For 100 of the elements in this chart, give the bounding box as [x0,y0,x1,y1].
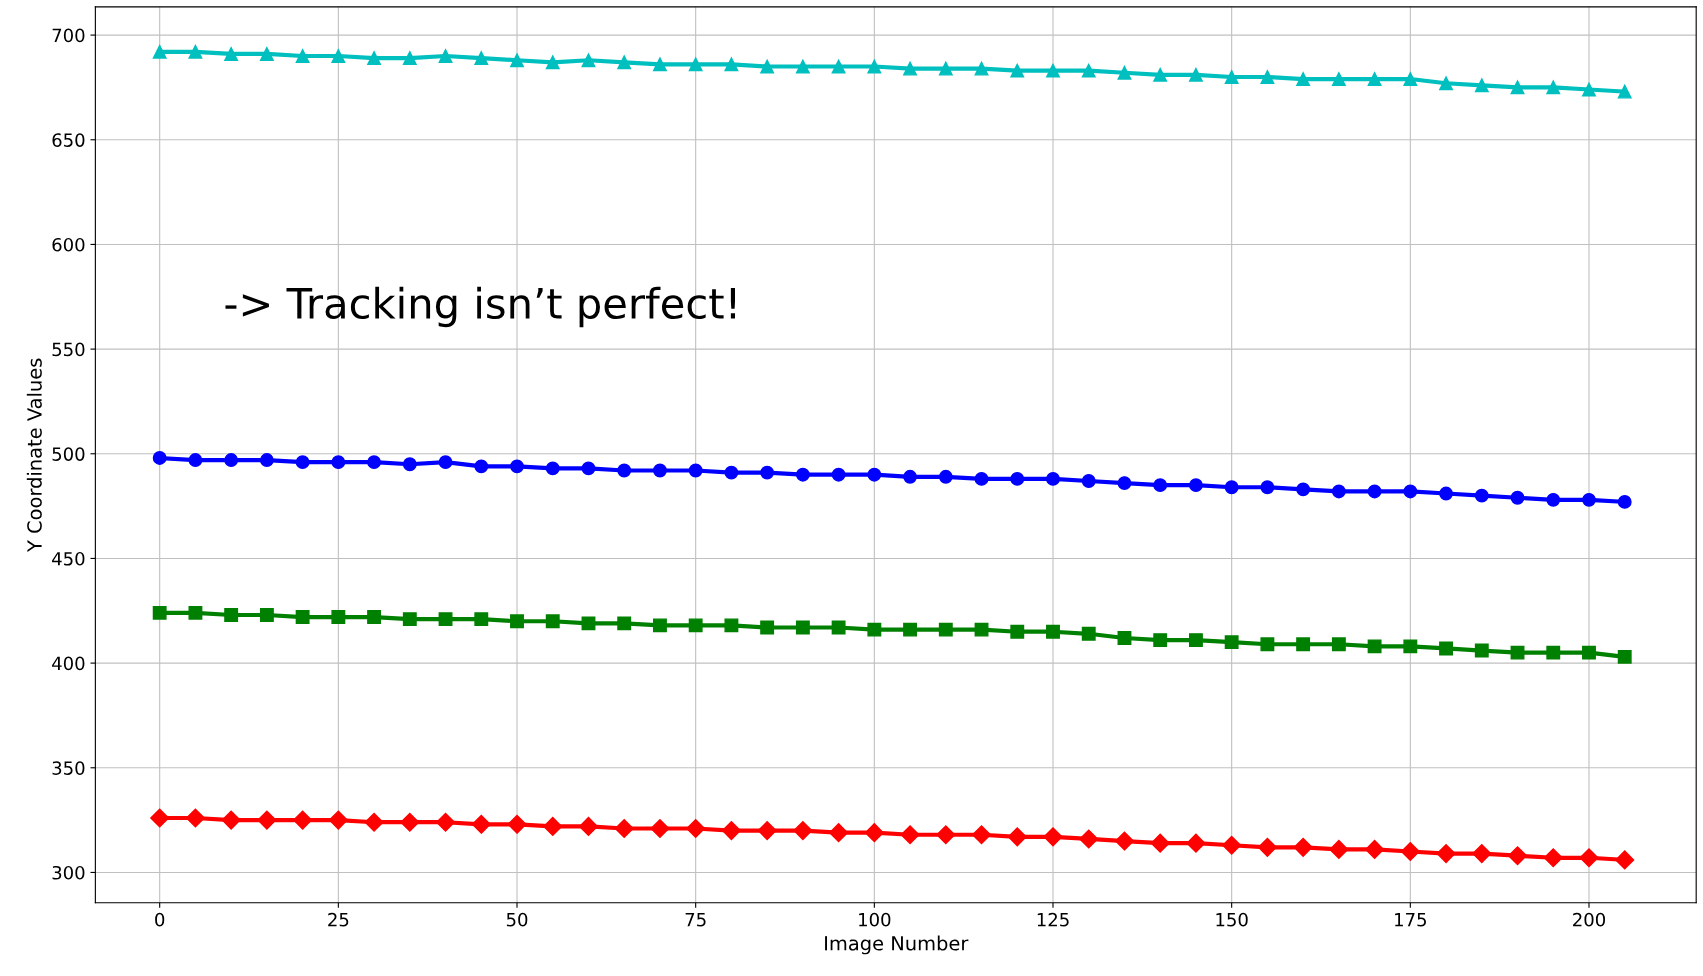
point [652,57,667,72]
point [545,461,560,476]
x-tick-label: 125 [1037,912,1069,927]
y-tick-label: 650 [52,133,85,147]
point [1081,63,1096,78]
point [974,471,989,486]
point [188,44,203,59]
point [1546,80,1561,95]
point [831,59,846,74]
y-tick-label: 350 [52,761,85,775]
point [1617,84,1632,99]
point [1046,63,1060,78]
annotation: -> Tracking isn’t perfect! [225,286,736,328]
point [1010,624,1025,639]
point [903,469,918,484]
point [1331,637,1346,652]
y-tick-label: 400 [52,656,85,671]
x-tick-label: 50 [506,912,528,927]
point [1296,72,1311,86]
point [1615,850,1635,870]
point [471,814,491,834]
point [438,49,453,63]
point [829,823,849,843]
y-tick-label: 300 [52,865,85,880]
point [1403,72,1418,86]
point [331,455,346,470]
point [1224,70,1239,84]
point [224,608,239,622]
point [903,61,918,76]
point [188,453,203,467]
point [938,61,953,76]
point [259,608,274,622]
point [1543,848,1563,868]
point [221,810,241,830]
point [1224,480,1239,495]
point [724,465,739,480]
point [760,465,775,480]
point [402,457,417,472]
point [581,53,596,68]
point [1507,846,1528,866]
point [1224,635,1239,650]
point [1617,649,1632,664]
point [1510,490,1525,505]
point [150,808,170,828]
point [474,459,489,474]
point [328,810,348,830]
y-tick-label: 500 [52,447,85,461]
point [724,618,739,633]
point [1403,484,1418,499]
y-axis-title: Y Coordinate Values [26,358,42,553]
point [688,57,703,72]
point [295,49,310,63]
point [259,453,274,467]
x-tick-label: 25 [328,912,349,927]
point [1260,70,1275,84]
point [1329,839,1349,859]
point [510,459,524,474]
x-tick-label: 0 [155,912,165,927]
point [1582,645,1596,660]
point [1079,829,1099,849]
point [1188,67,1203,82]
point [1510,645,1525,660]
point [1510,80,1525,95]
point [331,610,346,624]
point [438,455,453,470]
x-tick-label: 200 [1573,912,1606,927]
point [436,812,456,832]
point [831,620,846,635]
point [474,51,489,66]
y-tick-label: 600 [52,237,85,252]
point [1046,471,1060,486]
point [367,455,382,470]
point [1579,848,1599,868]
point [364,812,384,832]
point [757,821,777,841]
point [1010,63,1025,78]
point [721,821,741,841]
point [400,812,420,832]
point [867,59,882,74]
x-tick-label: 150 [1216,912,1248,927]
point [1260,480,1275,495]
x-tick-label: 100 [859,912,891,927]
point [760,620,775,635]
point [1331,72,1346,86]
point [1150,833,1170,853]
point [1293,837,1313,857]
point [903,622,918,637]
point [1114,831,1135,851]
point [652,463,667,478]
point [1582,492,1596,507]
point [185,808,205,828]
point [331,49,346,63]
point [793,821,813,841]
point [686,818,706,839]
point [507,814,527,834]
point [1117,631,1132,645]
point [1365,839,1385,859]
point [1046,624,1060,639]
point [402,51,417,66]
point [795,467,810,482]
